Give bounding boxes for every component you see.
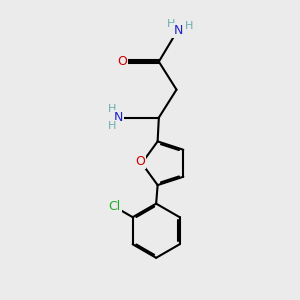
Text: N: N (113, 110, 123, 124)
Text: H: H (108, 104, 116, 114)
Text: N: N (173, 24, 183, 37)
Text: O: O (135, 155, 145, 168)
Text: H: H (167, 19, 176, 29)
Text: H: H (108, 121, 116, 131)
Text: H: H (185, 21, 193, 31)
Text: O: O (117, 55, 127, 68)
Text: Cl: Cl (109, 200, 121, 213)
